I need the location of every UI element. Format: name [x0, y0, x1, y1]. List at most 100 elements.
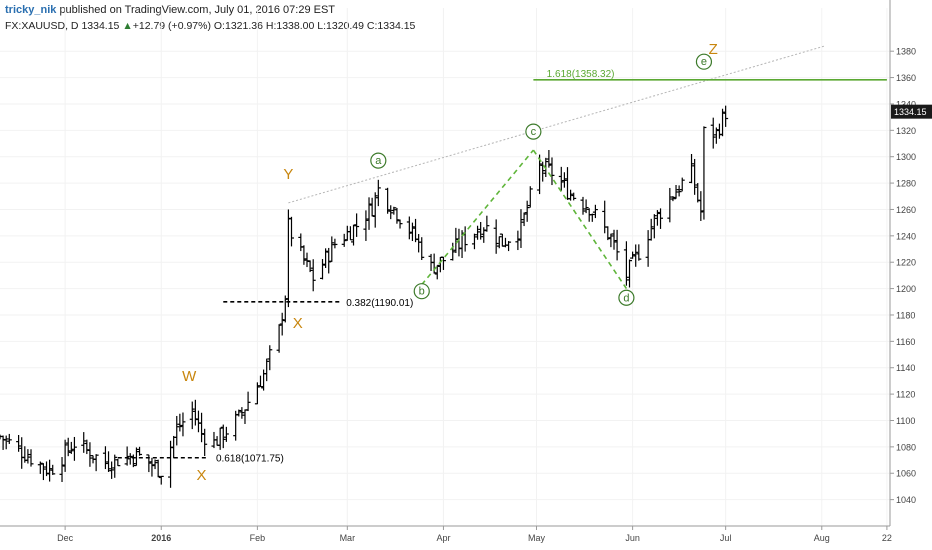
ohlc-bar [701, 126, 707, 220]
ohlc-bar [25, 449, 31, 464]
ohlc-bar [608, 233, 614, 248]
ohlc-bar [416, 234, 422, 253]
ohlc-bar [344, 225, 350, 241]
ohlc-bar [220, 424, 226, 449]
ohlc-bar [189, 401, 195, 430]
ohlc-bar [133, 447, 139, 467]
ohlc-bar [59, 457, 65, 483]
ohlc-bar [636, 244, 642, 261]
wave-label-y: Y [283, 166, 293, 183]
ohlc-bar [363, 210, 369, 241]
ohlc-bar [561, 172, 567, 188]
ohlc-bar [673, 184, 679, 200]
wave-label-x: X [293, 315, 303, 332]
time-axis[interactable]: Dec 2016 Feb Mar Apr May Jun Jul Aug 22 [0, 525, 892, 543]
ohlc-bar [462, 226, 468, 252]
ohlc-bar [199, 412, 205, 443]
ohlc-bar [698, 191, 704, 221]
ohlc-bar [233, 410, 239, 441]
ohlc-bar [354, 213, 360, 237]
ohlc-bar [47, 459, 53, 482]
ohlc-bar [124, 446, 130, 466]
ohlc-bar [493, 219, 499, 254]
ohlc-bar [648, 218, 654, 241]
ohlc-bars [0, 105, 729, 488]
ohlc-bar [6, 433, 12, 444]
ohlc-bar [149, 457, 155, 477]
price-tick-label: 1260 [896, 205, 916, 215]
ohlc-bar [540, 161, 546, 182]
ohlc-bar [87, 442, 93, 467]
ohlc-bar [654, 210, 660, 226]
ohlc-bar [285, 209, 291, 308]
ohlc-bar [109, 461, 115, 479]
ohlc-bar [592, 204, 598, 219]
symbol-name: FX:XAUUSD, D [5, 20, 79, 32]
time-tick-label: Feb [250, 533, 266, 543]
ohlc-bar [276, 324, 282, 353]
ohlc-bar [93, 454, 99, 472]
ohlc-bar [614, 229, 620, 261]
ohlc-bar [81, 432, 87, 453]
ohlc-bar [242, 409, 248, 424]
ohlc-bar [192, 399, 198, 426]
ohlc-bar [549, 157, 555, 186]
ohlc-bar [409, 222, 415, 242]
wave-label-circle [695, 53, 713, 70]
ohlc-bar [0, 435, 6, 450]
wave-label-e: e [701, 56, 707, 68]
price-tick-label: 1200 [896, 284, 916, 294]
ohlc-bar [537, 154, 543, 195]
ohlc-bar [332, 238, 338, 249]
ohlc-bar [558, 166, 564, 191]
ohlc-bar [137, 446, 143, 456]
ohlc-bar [372, 192, 378, 228]
ohlc-bar [341, 233, 347, 247]
trend-line [288, 45, 826, 204]
close-value: 1334.15 [377, 20, 416, 32]
ohlc-bar [264, 358, 270, 382]
fib-level-label: 1.618(1358.32) [547, 69, 615, 80]
ohlc-bar [496, 236, 502, 249]
ohlc-bar [589, 213, 595, 222]
ohlc-bar [202, 428, 208, 457]
ohlc-bar [723, 105, 729, 127]
ohlc-bar [323, 248, 329, 268]
ohlc-bar [670, 196, 676, 202]
ohlc-bar [112, 454, 118, 478]
high-label: H: [265, 20, 277, 32]
ohlc-bar [611, 229, 617, 250]
time-tick-label: Jul [720, 533, 732, 543]
symbol-info: FX:XAUUSD, D 1334.15 ▲+12.79 (+0.97%) O:… [5, 20, 415, 32]
price-tick-label: 1360 [896, 73, 916, 83]
wave-label-c: c [531, 126, 537, 138]
wave-label-x: X [197, 467, 207, 484]
ohlc-bar [546, 150, 552, 168]
ohlc-bar [254, 382, 260, 405]
ohlc-bar [385, 187, 391, 214]
ohlc-bar [351, 224, 357, 246]
ohlc-bar [62, 439, 68, 472]
ohlc-bar [568, 189, 574, 201]
wave-label-a: a [375, 155, 382, 167]
ohlc-bar [217, 427, 223, 450]
ohlc-bar [257, 375, 263, 388]
ohlc-bar [68, 441, 74, 454]
ohlc-bar [518, 209, 524, 248]
price-axis[interactable]: 1040 1060 1080 1100 1120 1140 1160 1180 1200 1220… [889, 0, 932, 526]
ohlc-bar [307, 260, 313, 273]
ohlc-bar [605, 226, 611, 241]
ohlc-bar [630, 251, 636, 259]
open-value: 1321.36 [224, 20, 263, 32]
wave-label-circle [370, 152, 387, 169]
ohlc-bar [602, 200, 608, 234]
ohlc-bar [710, 117, 716, 149]
ohlc-bar [279, 312, 285, 336]
open-label: O: [213, 20, 225, 32]
ohlc-bar [388, 205, 394, 220]
ohlc-bar [450, 242, 456, 261]
price-badge-label: 1334.15 [894, 107, 927, 117]
author-name[interactable]: tricky_nik [5, 4, 57, 16]
wave-label-z: Z [709, 41, 718, 58]
